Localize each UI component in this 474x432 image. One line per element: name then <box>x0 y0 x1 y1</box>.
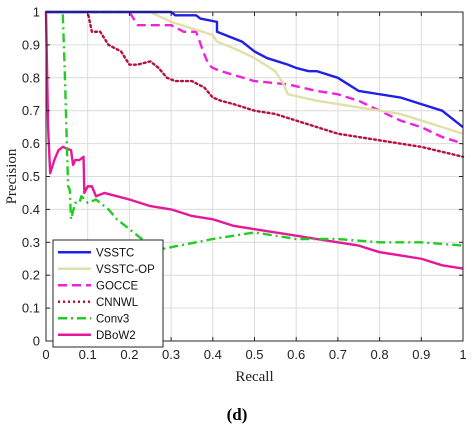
x-tick-label: 0.2 <box>120 347 138 362</box>
y-tick-label: 0.9 <box>22 37 40 52</box>
x-tick-label: 0.9 <box>412 347 430 362</box>
x-tick-label: 0.3 <box>162 347 180 362</box>
x-tick-label: 0.4 <box>204 347 222 362</box>
series-line-gocce <box>46 10 464 145</box>
y-tick-label: 0.4 <box>22 202 40 217</box>
series-line-vsstc <box>46 10 464 129</box>
legend-label: VSSTC-OP <box>96 264 155 276</box>
x-tick-label: 0.5 <box>245 347 263 362</box>
legend-label: Conv3 <box>96 313 129 325</box>
y-tick-label: 0.1 <box>22 301 40 316</box>
legend-label: VSSTC <box>96 247 134 259</box>
x-tick-label: 0.7 <box>329 347 347 362</box>
x-tick-label: 1 <box>459 347 466 362</box>
y-tick-label: 0.8 <box>22 70 40 85</box>
x-tick-label: 0.6 <box>287 347 305 362</box>
y-axis-label: Precision <box>4 148 20 204</box>
y-tick-label: 0.5 <box>22 169 40 184</box>
x-tick-label: 0.8 <box>371 347 389 362</box>
series-line-cnnwl <box>44 10 465 158</box>
y-tick-label: 0.2 <box>22 268 40 283</box>
series-line-dbow2 <box>44 11 464 270</box>
legend-box <box>52 239 164 348</box>
x-axis-label: Recall <box>235 369 273 385</box>
legend-label: CNNWL <box>96 297 139 309</box>
y-tick-label: 0.7 <box>22 103 40 118</box>
legend: VSSTC VSSTC-OP GOCCE CNNWL Conv3 DBoW2 <box>52 239 164 348</box>
y-tick-label: 0 <box>33 334 40 349</box>
panel-label: (d) <box>227 405 248 424</box>
y-tick-label: 1 <box>33 5 40 20</box>
x-tick-label: 0 <box>42 347 49 362</box>
series-layer <box>44 10 465 270</box>
legend-label: DBoW2 <box>96 330 136 342</box>
y-tick-label: 0.6 <box>22 136 40 151</box>
axis-ticks: 0 0.1 0.2 0.3 0.4 0.5 0.6 0.7 0.8 0.9 1 0 0.1 0.2 0.3 0… <box>22 5 467 363</box>
series-line-conv3 <box>46 10 464 251</box>
series-line-vsstc-op <box>46 10 464 135</box>
y-tick-label: 0.3 <box>22 235 40 250</box>
legend-label: GOCCE <box>96 280 139 292</box>
x-tick-label: 0.1 <box>79 347 97 362</box>
